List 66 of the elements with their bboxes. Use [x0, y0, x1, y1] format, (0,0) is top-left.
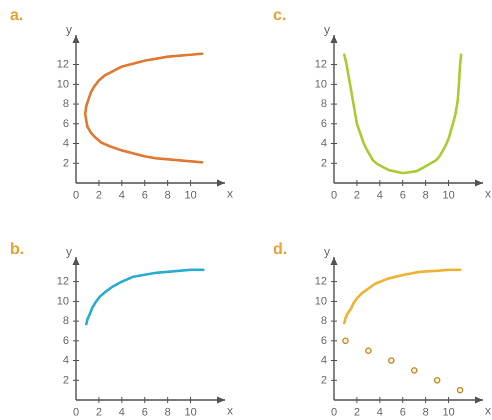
y-tick-label: 6 — [62, 118, 69, 130]
x-tick-label: 6 — [400, 406, 406, 419]
y-tick-label: 4 — [62, 138, 69, 150]
y-tick-label: 10 — [56, 78, 69, 90]
y-tick-label: 8 — [320, 98, 327, 110]
x-tick-label: 8 — [164, 406, 171, 419]
x-tick-label: 6 — [142, 406, 148, 419]
y-tick-label: 12 — [314, 276, 327, 288]
x-tick-label: 10 — [184, 406, 197, 419]
x-tick-label: 0 — [72, 190, 80, 202]
x-axis-title: x — [485, 403, 491, 418]
chart-title: c. — [273, 7, 286, 24]
y-tick-label: 12 — [56, 58, 69, 71]
y-tick-label: 2 — [320, 374, 327, 386]
point — [365, 347, 372, 354]
point — [388, 357, 395, 364]
y-axis-title: y — [324, 244, 330, 258]
chart-title: a. — [10, 7, 24, 24]
point — [410, 367, 418, 374]
y-axis-title: y — [66, 22, 72, 36]
x-tick-label: 2 — [354, 190, 360, 202]
x-tick-label: 0 — [330, 190, 338, 202]
x-axis-title: x — [485, 186, 491, 200]
y-tick-label: 2 — [62, 374, 69, 386]
y-tick-label: 2 — [62, 157, 69, 170]
x-tick-label: 4 — [118, 406, 125, 419]
y-tick-label: 6 — [320, 118, 327, 130]
x-axis-title: x — [227, 403, 233, 418]
x-tick-label: 8 — [422, 190, 429, 202]
point — [434, 376, 440, 384]
x-tick-label: 4 — [376, 190, 383, 202]
x-tick-label: 2 — [96, 406, 102, 419]
y-tick-label: 6 — [62, 334, 69, 347]
point — [342, 338, 349, 344]
point — [456, 386, 464, 394]
x-tick-label: 4 — [118, 190, 125, 202]
x-tick-label: 0 — [330, 406, 338, 419]
y-tick-label: 8 — [62, 315, 69, 328]
x-tick-label: 6 — [400, 190, 406, 202]
x-tick-label: 2 — [96, 190, 102, 202]
y-tick-label: 12 — [56, 276, 69, 288]
y-tick-label: 2 — [320, 157, 327, 170]
x-tick-label: 2 — [354, 406, 360, 419]
x-tick-label: 10 — [442, 190, 455, 202]
y-tick-label: 4 — [320, 354, 327, 367]
x-tick-label: 6 — [142, 190, 148, 202]
x-tick-label: 4 — [376, 406, 383, 419]
y-tick-label: 10 — [314, 78, 327, 90]
y-tick-label: 4 — [62, 354, 69, 367]
y-tick-label: 4 — [320, 138, 327, 150]
y-tick-label: 10 — [56, 295, 69, 308]
y-axis-title: y — [324, 22, 330, 36]
x-tick-label: 10 — [184, 190, 197, 202]
x-tick-label: 10 — [442, 406, 455, 419]
y-tick-label: 8 — [320, 315, 327, 328]
x-tick-label: 8 — [164, 190, 171, 202]
x-tick-label: 8 — [422, 406, 429, 419]
y-tick-label: 6 — [320, 334, 327, 347]
y-tick-label: 10 — [314, 295, 327, 308]
x-axis-title: x — [227, 186, 233, 200]
y-axis-title: y — [66, 244, 72, 258]
chart-title: d. — [273, 241, 288, 258]
y-tick-label: 12 — [314, 58, 327, 71]
x-tick-label: 0 — [72, 406, 80, 419]
y-tick-label: 8 — [62, 98, 69, 110]
chart-title: b. — [10, 241, 24, 258]
